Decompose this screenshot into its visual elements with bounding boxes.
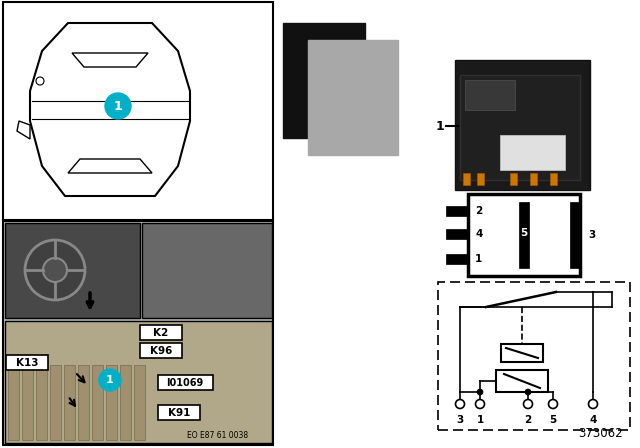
Text: 5: 5 (520, 228, 527, 238)
Bar (6, 355, 48, 370)
Text: 1: 1 (106, 375, 114, 385)
Text: 2: 2 (524, 415, 532, 425)
Bar (501, 344, 543, 362)
Bar (570, 202, 580, 268)
Bar (477, 173, 484, 185)
Bar (446, 206, 468, 216)
Bar (64, 365, 75, 440)
Circle shape (25, 240, 85, 300)
Bar (8, 365, 19, 440)
Bar (158, 405, 200, 420)
Text: K91: K91 (168, 408, 190, 418)
Text: K13: K13 (16, 358, 38, 367)
Bar (120, 365, 131, 440)
Circle shape (43, 258, 67, 282)
Text: EO E87 61 0038: EO E87 61 0038 (188, 431, 248, 440)
Circle shape (456, 400, 465, 409)
Circle shape (476, 400, 484, 409)
Bar (5, 321, 272, 443)
Bar (530, 173, 537, 185)
Bar (438, 282, 630, 430)
Text: 1: 1 (475, 254, 483, 264)
Text: 4: 4 (589, 415, 596, 425)
Bar (519, 202, 529, 268)
Bar (460, 75, 580, 180)
Polygon shape (30, 23, 190, 196)
Bar (134, 365, 145, 440)
Text: 1: 1 (476, 415, 484, 425)
Bar (3, 2, 273, 220)
Polygon shape (68, 159, 152, 173)
Circle shape (589, 400, 598, 409)
Bar (78, 365, 89, 440)
Circle shape (99, 369, 121, 391)
Polygon shape (72, 53, 148, 67)
Text: 4: 4 (475, 229, 483, 239)
Bar (465, 80, 515, 110)
Bar (283, 23, 365, 138)
Text: K96: K96 (150, 345, 172, 356)
Text: 3: 3 (456, 415, 463, 425)
Bar (496, 370, 548, 392)
Text: K2: K2 (154, 327, 168, 337)
Text: I01069: I01069 (166, 378, 204, 388)
Bar (36, 365, 47, 440)
Polygon shape (17, 121, 30, 139)
Circle shape (477, 389, 483, 395)
Bar (455, 60, 590, 190)
Bar (468, 194, 580, 276)
Text: 1: 1 (435, 120, 444, 133)
Text: 1: 1 (114, 99, 122, 112)
Circle shape (524, 400, 532, 409)
Bar (446, 229, 468, 239)
Bar (106, 365, 117, 440)
Bar (22, 365, 33, 440)
Bar (500, 135, 565, 170)
Bar (142, 223, 272, 318)
Bar (463, 173, 470, 185)
Text: 3: 3 (588, 230, 595, 240)
Circle shape (105, 93, 131, 119)
Bar (92, 365, 103, 440)
Bar (140, 343, 182, 358)
Circle shape (525, 389, 531, 395)
Bar (446, 254, 468, 264)
Circle shape (36, 77, 44, 85)
Circle shape (548, 400, 557, 409)
Bar (50, 365, 61, 440)
Text: 5: 5 (549, 415, 557, 425)
Bar (158, 375, 213, 390)
Bar (3, 221, 273, 445)
Text: 2: 2 (475, 206, 483, 216)
Bar (308, 40, 398, 155)
Bar (550, 173, 557, 185)
Bar (510, 173, 517, 185)
Text: 373062: 373062 (578, 427, 622, 440)
Bar (5, 223, 140, 318)
Bar (140, 325, 182, 340)
